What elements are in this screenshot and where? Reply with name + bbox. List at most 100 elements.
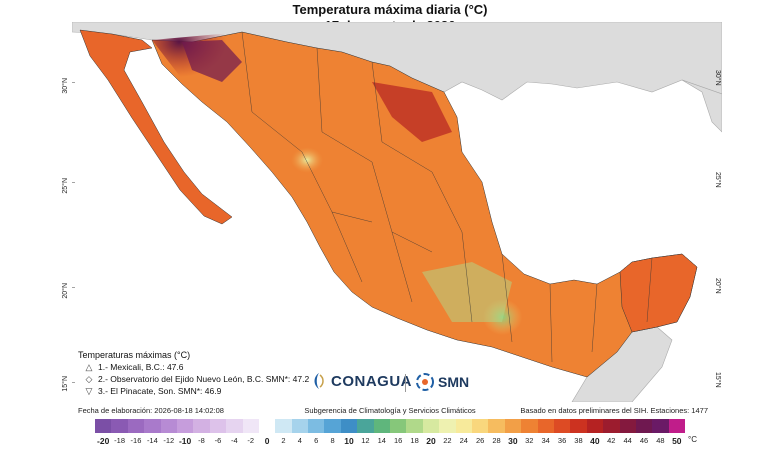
scale-color-step bbox=[471, 419, 489, 433]
scale-color-step bbox=[635, 419, 653, 433]
smn-swirl-icon bbox=[416, 373, 434, 391]
legend-item-text: 1.- Mexicali, B.C.: 47.6 bbox=[98, 362, 184, 372]
smn-wordmark: SMN bbox=[438, 374, 470, 390]
scale-tick-label: 10 bbox=[344, 436, 354, 446]
scale-color-step bbox=[521, 419, 538, 433]
scale-tick-label: 50 bbox=[672, 436, 682, 446]
scale-color-step bbox=[324, 419, 341, 433]
scale-tick-label: -6 bbox=[214, 436, 222, 445]
scale-tick-label: -18 bbox=[114, 436, 125, 445]
legend-item: △ 1.- Mexicali, B.C.: 47.6 bbox=[78, 361, 309, 373]
scale-color-step bbox=[373, 419, 391, 433]
scale-tick-label: 2 bbox=[281, 436, 286, 445]
legend-heading: Temperaturas máximas (°C) bbox=[78, 350, 191, 360]
scale-tick-label: 36 bbox=[557, 436, 567, 445]
scale-tick-label: -12 bbox=[163, 436, 175, 445]
scale-color-step bbox=[439, 419, 456, 433]
conagua-logo: CONAGUA bbox=[310, 372, 412, 390]
lat-label-right-25: 25°N bbox=[714, 172, 721, 188]
scale-color-step bbox=[619, 419, 636, 433]
scale-color-step bbox=[95, 419, 112, 433]
scale-tick-label: 0 bbox=[264, 436, 270, 446]
scale-color-step bbox=[422, 419, 440, 433]
smn-logo: SMN bbox=[415, 372, 469, 392]
scale-color-step bbox=[275, 419, 292, 433]
lat-label-left-15: 15°N bbox=[62, 376, 69, 392]
scale-tick-label: 26 bbox=[475, 436, 485, 445]
scale-tick-label: 4 bbox=[297, 436, 302, 445]
yucatan-peninsula bbox=[619, 253, 698, 333]
legend-item-text: 3.- El Pinacate, Son. SMN*: 46.9 bbox=[98, 386, 222, 396]
scale-color-step bbox=[291, 419, 309, 433]
scale-tick-label: -10 bbox=[178, 436, 192, 446]
scale-color-step bbox=[652, 419, 669, 433]
scale-tick-label: -8 bbox=[198, 436, 205, 445]
scale-color-step bbox=[406, 419, 423, 433]
baja-california bbox=[79, 29, 233, 225]
scale-color-step bbox=[308, 419, 325, 433]
map-title: Temperatura máxima diaria (°C) bbox=[292, 2, 488, 17]
scale-color-step bbox=[553, 419, 571, 433]
legend-item-text: 2.- Observatorio del Ejido Nuevo León, B… bbox=[98, 374, 310, 384]
temperature-color-scale bbox=[95, 419, 686, 433]
lat-label-left-25: 25°N bbox=[62, 178, 69, 194]
scale-tick-label: -4 bbox=[230, 436, 238, 445]
scale-color-step bbox=[586, 419, 604, 433]
scale-tick-label: 18 bbox=[410, 436, 419, 445]
scale-color-step bbox=[226, 419, 243, 433]
scale-tick-label: -20 bbox=[97, 436, 110, 446]
scale-color-step bbox=[570, 419, 587, 433]
legend-item: ◇ 2.- Observatorio del Ejido Nuevo León, … bbox=[78, 373, 310, 385]
scale-color-step bbox=[144, 419, 161, 433]
scale-color-step bbox=[176, 419, 194, 433]
logo-divider bbox=[405, 374, 406, 392]
scale-tick-label: 8 bbox=[330, 436, 335, 445]
scale-color-step bbox=[340, 419, 358, 433]
max-temp-legend: Temperaturas máximas (°C) △ 1.- Mexicali,… bbox=[78, 349, 309, 397]
scale-color-step bbox=[537, 419, 554, 433]
lat-label-left-20: 20°N bbox=[62, 283, 69, 299]
scale-tick-label: 46 bbox=[639, 436, 649, 445]
scale-color-step bbox=[668, 419, 686, 433]
scale-color-step bbox=[193, 419, 210, 433]
scale-tick-label: 6 bbox=[314, 436, 319, 445]
scale-color-step bbox=[390, 419, 407, 433]
scale-unit: °C bbox=[688, 435, 697, 444]
scale-tick-label: 38 bbox=[574, 436, 583, 445]
triangle-down-icon: ▽ bbox=[85, 386, 93, 396]
triangle-up-icon: △ bbox=[85, 362, 93, 372]
scale-tick-label: 48 bbox=[656, 436, 665, 445]
scale-tick-label: 16 bbox=[394, 436, 403, 445]
scale-color-step bbox=[504, 419, 522, 433]
scale-tick-label: 42 bbox=[607, 436, 616, 445]
scale-color-step bbox=[258, 419, 276, 433]
scale-color-step bbox=[127, 419, 145, 433]
scale-color-step bbox=[488, 419, 505, 433]
florida bbox=[681, 79, 722, 133]
scale-tick-label: -16 bbox=[130, 436, 142, 445]
footer-date: Fecha de elaboración: 2026-08-18 14:02:0… bbox=[78, 406, 224, 415]
scale-tick-label: 28 bbox=[492, 436, 501, 445]
scale-tick-label: 24 bbox=[459, 436, 468, 445]
temperature-map bbox=[72, 22, 722, 402]
lat-label-right-15: 15°N bbox=[714, 372, 721, 388]
scale-tick-label: 30 bbox=[508, 436, 518, 446]
footer-stations: Basado en datos preliminares del SIH. Es… bbox=[520, 406, 708, 415]
scale-tick-label: 40 bbox=[590, 436, 600, 446]
diamond-icon: ◇ bbox=[85, 374, 93, 384]
scale-color-step bbox=[160, 419, 177, 433]
scale-tick-labels: -20 -18 -16 -14 -12 -10 -8 -6 -4 -2 0 2 4 6 8 10 12 14 16 1… bbox=[95, 436, 685, 446]
scale-color-step bbox=[603, 419, 620, 433]
scale-tick-label: -14 bbox=[146, 436, 158, 445]
lat-label-left-30: 30°N bbox=[62, 78, 69, 94]
scale-color-step bbox=[242, 419, 259, 433]
scale-tick-label: 20 bbox=[426, 436, 436, 446]
scale-tick-label: 34 bbox=[541, 436, 550, 445]
scale-tick-label: 14 bbox=[377, 436, 386, 445]
scale-tick-label: 32 bbox=[525, 436, 534, 445]
footer-center: Subgerencia de Climatología y Servicios … bbox=[304, 406, 476, 415]
scale-color-step bbox=[357, 419, 374, 433]
legend-item: ▽ 3.- El Pinacate, Son. SMN*: 46.9 bbox=[78, 385, 309, 397]
scale-color-step bbox=[111, 419, 128, 433]
lat-label-right-30: 30°N bbox=[714, 70, 721, 86]
